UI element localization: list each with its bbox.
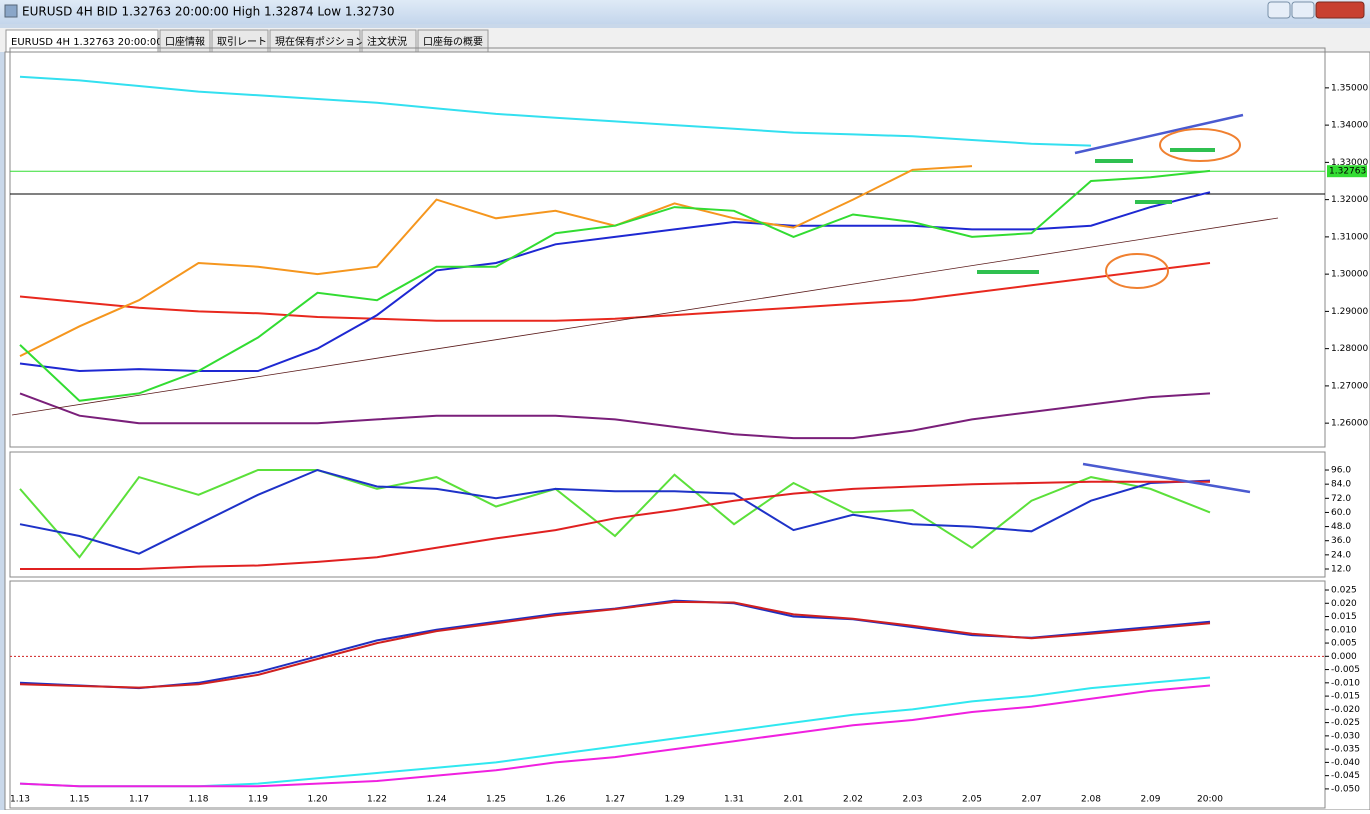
- plot: 1.260001.270001.280001.290001.300001.310…: [9, 47, 1368, 809]
- x-tick-label: 1.27: [605, 795, 625, 805]
- series-line: [20, 480, 1210, 570]
- x-tick-label: 2.02: [843, 795, 863, 805]
- y-tick-label: 0.000: [1331, 652, 1357, 662]
- y-tick-label: -0.020: [1331, 705, 1360, 715]
- tab-label[interactable]: 口座毎の概要: [423, 35, 483, 48]
- y-tick-label: 1.28000: [1331, 344, 1368, 354]
- y-tick-label: -0.015: [1331, 692, 1360, 702]
- minimize-button[interactable]: [1267, 1, 1291, 19]
- x-tick-label: 1.26: [545, 795, 565, 805]
- y-tick-label: 24.0: [1331, 550, 1351, 560]
- y-tick-label: -0.010: [1331, 678, 1360, 688]
- last-price-box: [1327, 165, 1367, 178]
- y-tick-label: -0.050: [1331, 784, 1360, 794]
- y-tick-label: -0.045: [1331, 771, 1360, 781]
- x-tick-label: 1.20: [307, 795, 327, 805]
- x-tick-label: 1.29: [664, 795, 684, 805]
- last-price-label: 1.32763: [1329, 167, 1366, 177]
- y-tick-label: 96.0: [1331, 466, 1351, 476]
- y-tick-label: 1.29000: [1331, 307, 1368, 317]
- x-tick-label: 1.22: [367, 795, 387, 805]
- annotation-line: [1082, 462, 1251, 494]
- app-icon: [4, 4, 18, 18]
- series-line: [19, 165, 973, 357]
- y-tick-label: 1.30000: [1331, 270, 1368, 280]
- y-tick-label: 84.0: [1331, 480, 1351, 490]
- y-tick-label: -0.025: [1331, 718, 1360, 728]
- x-tick-label: 1.24: [426, 795, 446, 805]
- y-tick-label: 0.010: [1331, 625, 1357, 635]
- trend-line: [11, 217, 1279, 416]
- x-tick-label: 2.09: [1140, 795, 1160, 805]
- y-tick-label: 1.27000: [1331, 381, 1368, 391]
- tab-label[interactable]: 注文状況: [367, 35, 407, 48]
- x-tick-label: 2.05: [962, 795, 982, 805]
- x-tick-label: 1.17: [129, 795, 149, 805]
- series-line: [19, 392, 1211, 440]
- series-line: [19, 600, 1211, 689]
- tab-label[interactable]: 取引レート: [217, 36, 267, 48]
- x-tick-label: 2.07: [1021, 795, 1041, 805]
- title-bar: [0, 0, 1370, 24]
- y-tick-label: 1.35000: [1331, 83, 1368, 93]
- series-line: [19, 469, 1211, 559]
- tab-label[interactable]: EURUSD 4H 1.32763 20:00:00: [11, 37, 163, 48]
- tab-label[interactable]: 口座情報: [165, 35, 205, 48]
- y-tick-label: 48.0: [1331, 522, 1351, 532]
- maximize-button[interactable]: [1291, 1, 1315, 19]
- x-tick-label: 1.19: [248, 795, 268, 805]
- annotation-line: [1074, 113, 1244, 155]
- x-tick-label: 2.01: [783, 795, 803, 805]
- y-tick-label: 12.0: [1331, 564, 1351, 574]
- x-tick-label: 2.03: [902, 795, 922, 805]
- tabs: EURUSD 4H 1.32763 20:00:00 口座情報 取引レート 現在保有ポ…: [5, 29, 489, 53]
- y-tick-label: -0.005: [1331, 665, 1360, 675]
- x-tick-label: 1.18: [188, 795, 208, 805]
- y-tick-label: -0.040: [1331, 758, 1360, 768]
- y-tick-label: 36.0: [1331, 536, 1351, 546]
- tab-label[interactable]: 現在保有ポジション: [275, 35, 365, 48]
- x-tick-label: 1.31: [724, 795, 744, 805]
- y-tick-label: 0.020: [1331, 599, 1357, 609]
- y-tick-label: 1.34000: [1331, 121, 1368, 131]
- y-tick-label: 0.015: [1331, 612, 1357, 622]
- y-tick-label: 1.26000: [1331, 419, 1368, 429]
- series-line: [19, 75, 1092, 147]
- series-line: [19, 684, 1211, 788]
- y-tick-label: 1.33000: [1331, 158, 1368, 168]
- series-line: [19, 262, 1211, 322]
- series-line: [19, 191, 1211, 373]
- window-title: EURUSD 4H BID 1.32763 20:00:00 High 1.32…: [22, 5, 395, 19]
- series-line: [19, 169, 1211, 402]
- y-tick-label: 1.31000: [1331, 232, 1368, 242]
- y-tick-label: 60.0: [1331, 508, 1351, 518]
- y-tick-label: 1.32000: [1331, 195, 1368, 205]
- y-tick-label: 72.0: [1331, 494, 1351, 504]
- x-tick-label: 2.08: [1081, 795, 1101, 805]
- series-line: [19, 468, 1211, 555]
- y-tick-label: 0.025: [1331, 586, 1357, 596]
- y-tick-label: -0.035: [1331, 745, 1360, 755]
- annotation-ellipse: [1159, 128, 1241, 162]
- chart-area: [4, 51, 1370, 811]
- y-tick-label: 0.005: [1331, 639, 1357, 649]
- y-tick-label: -0.030: [1331, 731, 1360, 741]
- x-tick-label: 1.15: [69, 795, 89, 805]
- x-tick-label: 20:00: [1197, 795, 1223, 805]
- x-tick-label: 1.25: [486, 795, 506, 805]
- x-tick-label: 1.13: [10, 795, 30, 805]
- annotation-ellipse: [1105, 253, 1169, 289]
- close-button[interactable]: [1315, 1, 1365, 19]
